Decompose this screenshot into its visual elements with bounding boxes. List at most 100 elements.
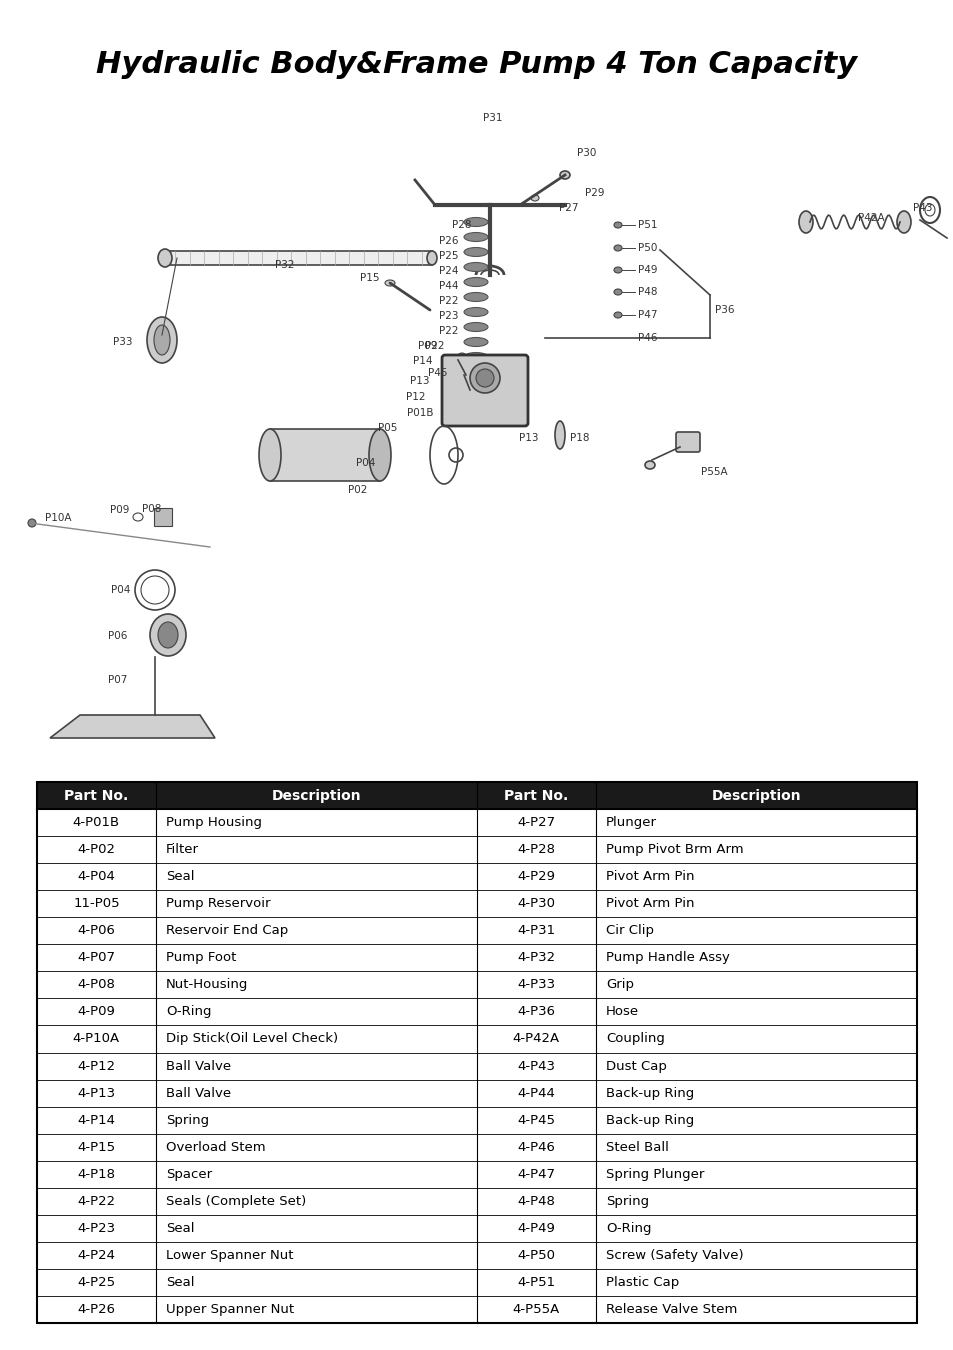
Text: P36: P36 [714,305,734,315]
Text: P01B: P01B [407,408,434,418]
Text: 4-P25: 4-P25 [77,1276,115,1289]
Text: Pump Foot: Pump Foot [166,952,236,964]
Ellipse shape [559,171,569,180]
Ellipse shape [470,363,499,393]
Text: P06: P06 [108,630,127,641]
Text: 4-P44: 4-P44 [517,1087,555,1099]
Text: Seal: Seal [166,871,194,883]
Text: P04: P04 [355,458,375,468]
Text: Filter: Filter [166,844,198,856]
Text: P23: P23 [439,310,458,321]
Text: P30: P30 [577,148,596,158]
Text: Back-up Ring: Back-up Ring [605,1087,694,1099]
Text: Pivot Arm Pin: Pivot Arm Pin [605,898,694,910]
Text: Part No.: Part No. [504,788,568,802]
Text: P13: P13 [519,433,538,443]
Text: Plastic Cap: Plastic Cap [605,1276,679,1289]
Text: Dip Stick(Oil Level Check): Dip Stick(Oil Level Check) [166,1033,337,1045]
Text: 4-P36: 4-P36 [517,1006,555,1018]
FancyBboxPatch shape [270,429,379,481]
Text: Description: Description [711,788,801,802]
Ellipse shape [463,247,488,256]
Text: 4-P13: 4-P13 [77,1087,115,1099]
Ellipse shape [147,317,177,363]
Text: P33: P33 [113,338,132,347]
Ellipse shape [531,194,538,201]
Text: P43: P43 [912,202,931,213]
Text: 4-P47: 4-P47 [517,1168,555,1181]
Bar [37,782,916,1323]
Text: 4-P46: 4-P46 [517,1141,555,1154]
Text: P09: P09 [110,505,129,514]
Text: O-Ring: O-Ring [605,1222,651,1235]
Text: Lower Spanner Nut: Lower Spanner Nut [166,1249,293,1262]
Circle shape [456,352,467,363]
Text: P18: P18 [569,433,589,443]
Text: 4-P32: 4-P32 [517,952,555,964]
Text: Hydraulic Body&Frame Pump 4 Ton Capacity: Hydraulic Body&Frame Pump 4 Ton Capacity [96,50,857,80]
Text: P27: P27 [558,202,578,213]
Text: Pump Handle Assy: Pump Handle Assy [605,952,729,964]
Ellipse shape [476,369,494,387]
Ellipse shape [258,429,281,481]
Text: 4-P51: 4-P51 [517,1276,555,1289]
Text: 4-P48: 4-P48 [517,1195,555,1208]
Text: 4-P50: 4-P50 [517,1249,555,1262]
Text: Pump Housing: Pump Housing [166,815,261,829]
Text: P02: P02 [347,485,367,495]
Text: P45: P45 [428,369,448,378]
Ellipse shape [153,325,170,355]
Ellipse shape [463,323,488,332]
Text: P29: P29 [584,188,604,198]
Text: Cir Clip: Cir Clip [605,925,653,937]
Text: 4-P15: 4-P15 [77,1141,115,1154]
Ellipse shape [463,293,488,301]
Ellipse shape [385,279,395,286]
Ellipse shape [463,308,488,316]
Ellipse shape [463,232,488,242]
Polygon shape [50,716,214,738]
Text: Hose: Hose [605,1006,639,1018]
Text: 4-P45: 4-P45 [517,1114,555,1127]
Ellipse shape [463,352,488,362]
Text: P09: P09 [417,342,436,351]
Text: 4-P31: 4-P31 [517,925,555,937]
Text: Part No.: Part No. [64,788,129,802]
Text: 4-P28: 4-P28 [517,844,555,856]
Text: P46: P46 [638,333,657,343]
Text: P08: P08 [141,504,161,514]
Text: Spacer: Spacer [166,1168,212,1181]
Text: 4-P06: 4-P06 [77,925,115,937]
Text: 4-P18: 4-P18 [77,1168,115,1181]
Text: 4-P24: 4-P24 [77,1249,115,1262]
Text: P24: P24 [439,266,458,275]
Text: P22: P22 [439,325,458,336]
Text: 4-P33: 4-P33 [517,979,555,991]
Text: Release Valve Stem: Release Valve Stem [605,1303,737,1316]
Text: Screw (Safety Valve): Screw (Safety Valve) [605,1249,742,1262]
Ellipse shape [799,211,812,234]
Text: Nut-Housing: Nut-Housing [166,979,248,991]
Text: P14: P14 [413,356,433,366]
Text: Overload Stem: Overload Stem [166,1141,265,1154]
Text: P32: P32 [275,261,294,270]
Text: P22: P22 [425,342,444,351]
Ellipse shape [158,248,172,267]
Text: 4-P08: 4-P08 [77,979,115,991]
Text: Pump Pivot Brm Arm: Pump Pivot Brm Arm [605,844,742,856]
Ellipse shape [614,244,621,251]
Ellipse shape [427,251,436,265]
Text: 4-P04: 4-P04 [77,871,115,883]
Text: Grip: Grip [605,979,633,991]
Text: 4-P43: 4-P43 [517,1060,555,1072]
Ellipse shape [644,460,655,468]
Text: P15: P15 [360,273,379,284]
Text: Ball Valve: Ball Valve [166,1060,231,1072]
Ellipse shape [463,278,488,286]
Text: P05: P05 [377,423,396,433]
Text: Coupling: Coupling [605,1033,664,1045]
Text: 4-P27: 4-P27 [517,815,555,829]
Text: 4-P29: 4-P29 [517,871,555,883]
Text: 11-P05: 11-P05 [73,898,119,910]
Text: Seals (Complete Set): Seals (Complete Set) [166,1195,306,1208]
